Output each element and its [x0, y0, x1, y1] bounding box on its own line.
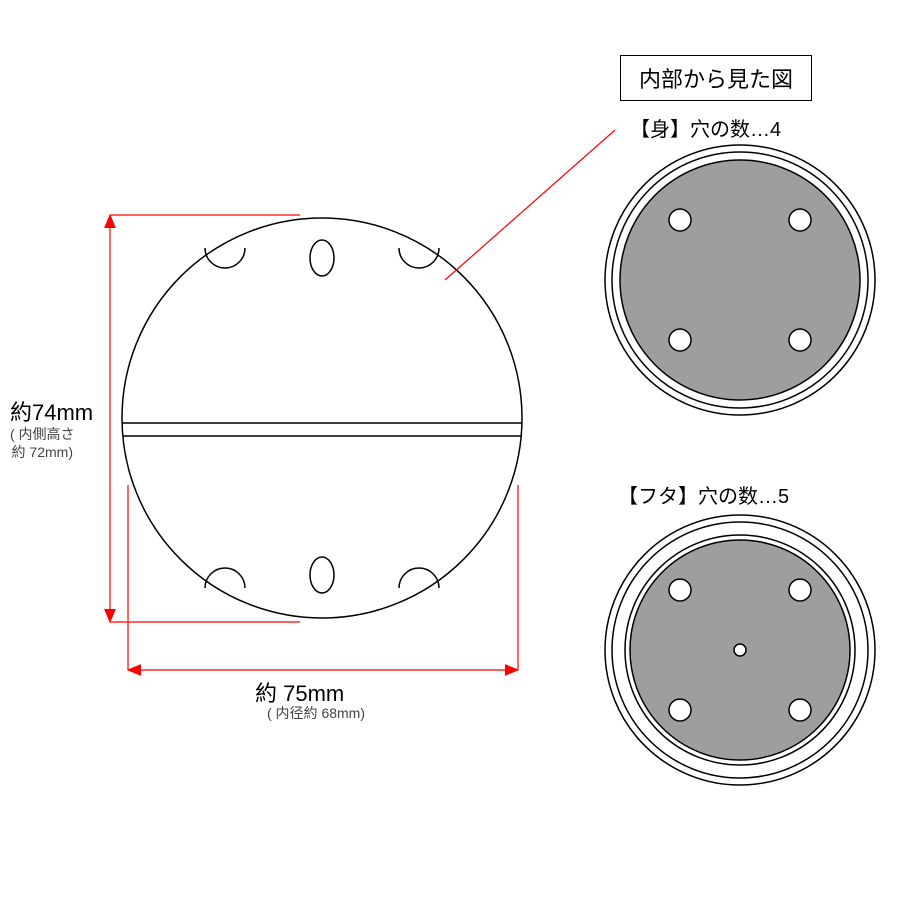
lid-hole-4: [789, 699, 811, 721]
body-hole-2: [669, 329, 691, 351]
height-dim-main: 約74mm: [10, 395, 93, 427]
lid-hole-2: [734, 644, 746, 656]
bottom-hole-ellipse: [310, 557, 334, 593]
height-dim-sub: ( 内側高さ 約 72mm): [10, 425, 75, 461]
main-outline-circle: [122, 218, 522, 618]
lid-hole-0: [669, 579, 691, 601]
top-hole-ellipse: [310, 240, 334, 276]
body-fill-circle: [620, 160, 860, 400]
body-hole-1: [789, 209, 811, 231]
body-hole-3: [789, 329, 811, 351]
body-section-label: 【身】穴の数…4: [630, 113, 781, 142]
body-hole-0: [669, 209, 691, 231]
width-dim-sub: ( 内径約 68mm): [267, 704, 365, 722]
title-box: 内部から見た図: [620, 55, 812, 101]
lid-section-label: 【フタ】穴の数…5: [618, 480, 789, 509]
lid-hole-3: [669, 699, 691, 721]
leader-line: [445, 130, 615, 280]
lid-hole-1: [789, 579, 811, 601]
